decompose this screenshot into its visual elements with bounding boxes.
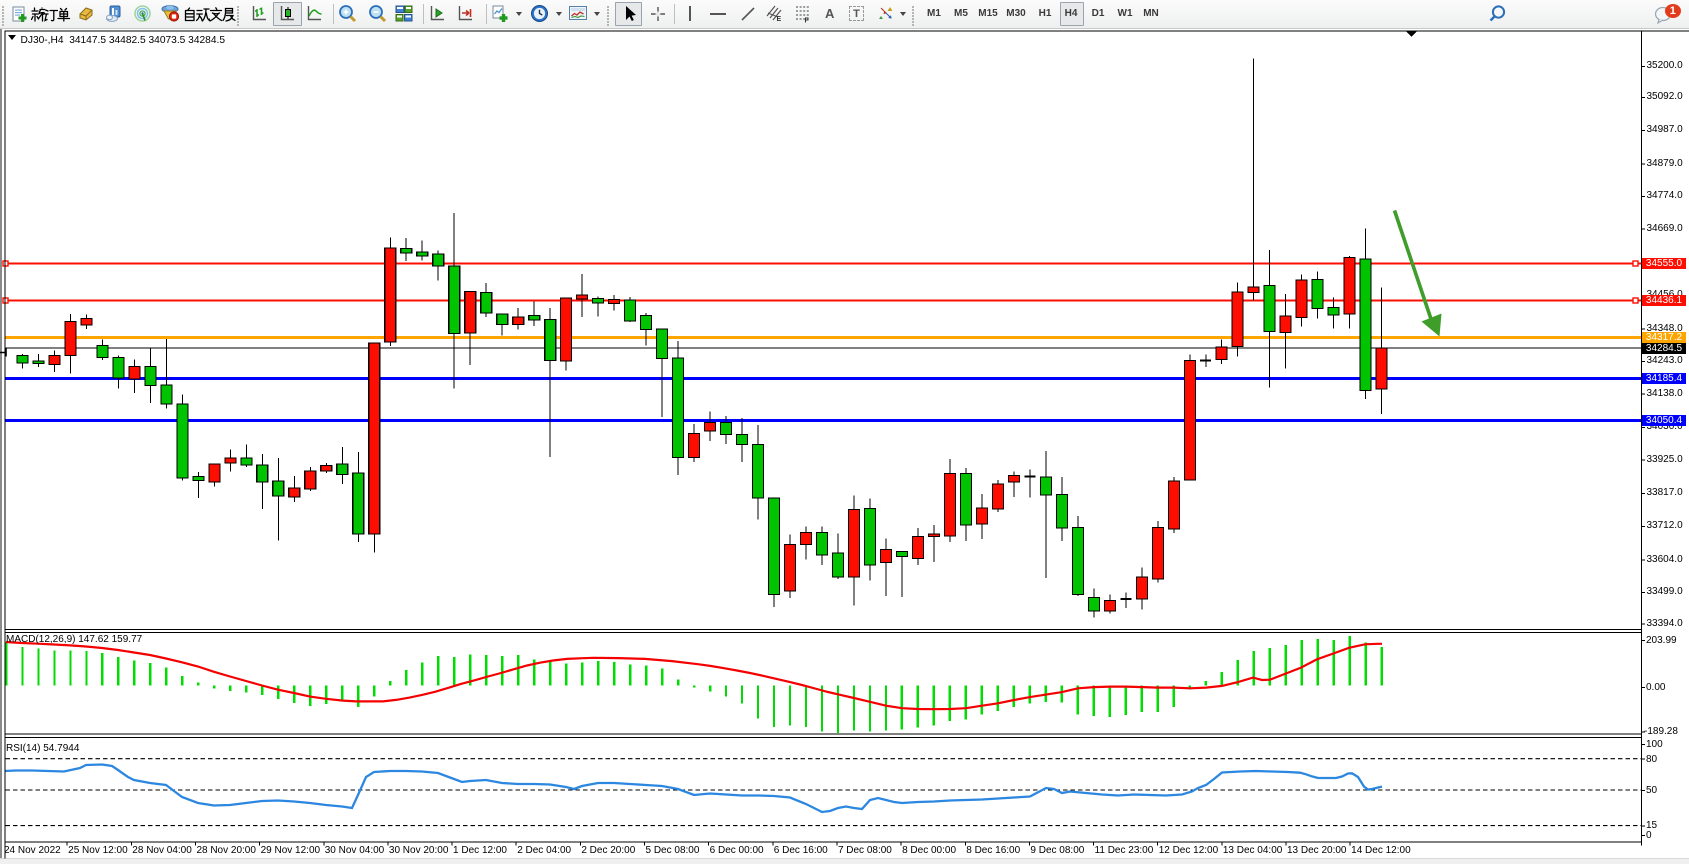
svg-text:F: F [805,18,810,25]
svg-text:E: E [777,16,782,23]
